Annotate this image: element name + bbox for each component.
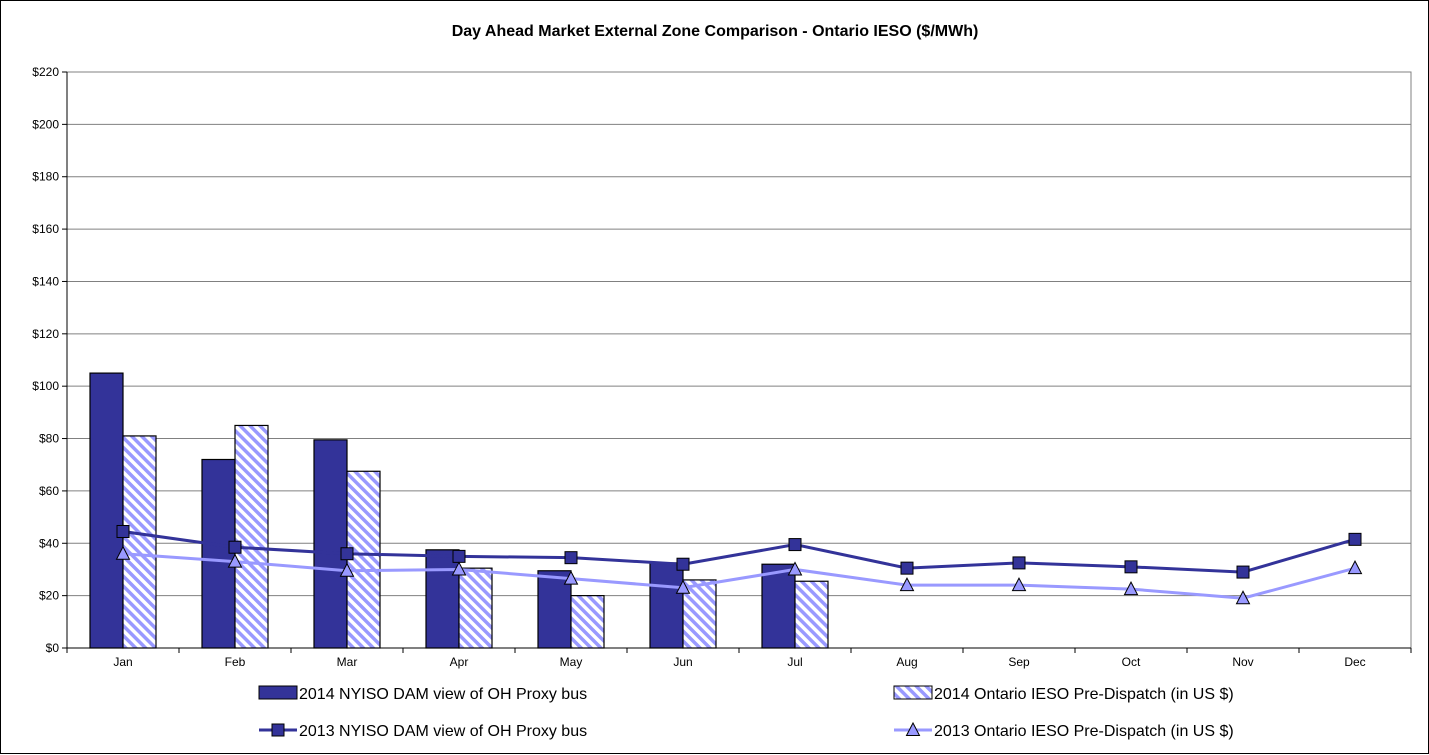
y-tick-label: $160 <box>32 222 59 236</box>
bar-2014-ieso <box>794 580 829 649</box>
y-tick-label: $40 <box>39 536 59 550</box>
line-2013-ieso <box>122 552 1356 600</box>
line-2013-nyiso-point <box>900 561 914 575</box>
bar-2014-ieso <box>122 435 157 649</box>
x-tick-label: Sep <box>1008 655 1030 669</box>
line-2013-nyiso-point <box>676 557 690 571</box>
bar-2014-ieso <box>234 424 269 649</box>
y-tick-label: $140 <box>32 274 59 288</box>
legend-entry: 2014 Ontario IESO Pre-Dispatch (in US $) <box>893 685 1234 703</box>
x-tick-label: May <box>560 655 583 669</box>
line-2013-nyiso-point <box>452 549 466 563</box>
line-2013-ieso-point <box>675 579 691 594</box>
legend-swatch <box>258 685 298 700</box>
line-2013-ieso-point <box>227 553 243 568</box>
bar-2014-ieso <box>458 567 493 649</box>
legend-marker <box>905 721 921 736</box>
y-tick-label: $80 <box>39 432 59 446</box>
line-2013-ieso-point <box>563 570 579 585</box>
x-tick-label: Nov <box>1232 655 1253 669</box>
legend-swatch <box>893 685 933 700</box>
line-2013-nyiso-point <box>340 547 354 561</box>
line-2013-ieso-point <box>451 561 467 576</box>
line-2013-nyiso-point <box>116 524 130 538</box>
x-tick-label: Jan <box>113 655 132 669</box>
chart-title: Day Ahead Market External Zone Compariso… <box>452 23 979 40</box>
bar-2014-ieso <box>570 595 605 649</box>
lines <box>115 524 1363 605</box>
legend-marker <box>271 723 285 737</box>
bar-2014-nyiso <box>649 562 684 649</box>
y-tick-label: $180 <box>32 170 59 184</box>
bar-2014-nyiso <box>761 563 796 649</box>
x-tick-label: Feb <box>225 655 246 669</box>
y-tick-label: $200 <box>32 117 59 131</box>
x-tick-label: Oct <box>1122 655 1141 669</box>
line-2013-ieso-point <box>1123 581 1139 596</box>
x-tick-label: Jul <box>787 655 802 669</box>
line-2013-ieso-point <box>1235 590 1251 605</box>
x-tick-label: Jun <box>673 655 692 669</box>
bar-2014-nyiso <box>89 372 124 649</box>
line-2013-ieso-point <box>1347 560 1363 575</box>
line-2013-nyiso-point <box>1124 560 1138 574</box>
x-tick-label: Apr <box>450 655 469 669</box>
line-2013-ieso-point <box>339 562 355 577</box>
gridlines <box>67 123 1411 597</box>
line-2013-ieso-point <box>115 545 131 560</box>
legend-entry: 2013 NYISO DAM view of OH Proxy bus <box>259 723 587 740</box>
line-2013-nyiso-point <box>228 540 242 554</box>
legend-label: 2013 Ontario IESO Pre-Dispatch (in US $) <box>934 723 1234 740</box>
x-tick-label: Dec <box>1344 655 1365 669</box>
line-2013-ieso-point <box>899 577 915 592</box>
y-tick-label: $100 <box>32 379 59 393</box>
y-tick-label: $60 <box>39 484 59 498</box>
bar-2014-nyiso <box>313 439 348 649</box>
bar-2014-nyiso <box>201 458 236 649</box>
plot-area-border <box>66 71 1412 649</box>
y-tick-label: $220 <box>32 65 59 79</box>
line-2013-nyiso-point <box>788 538 802 552</box>
line-2013-nyiso-point <box>1236 565 1250 579</box>
legend-label: 2014 NYISO DAM view of OH Proxy bus <box>299 686 587 703</box>
bars <box>89 372 829 649</box>
y-tick-label: $0 <box>46 641 60 655</box>
legend-entry: 2013 Ontario IESO Pre-Dispatch (in US $) <box>894 721 1234 740</box>
line-2013-nyiso <box>122 530 1356 574</box>
bar-2014-nyiso <box>425 549 460 649</box>
legend: 2014 NYISO DAM view of OH Proxy bus 2014 … <box>258 685 1234 740</box>
x-tick-label: Aug <box>896 655 917 669</box>
line-2013-nyiso-point <box>1012 556 1026 570</box>
axes: $0 $20 $40 $60 $80 $100 $120 $140 $160 $180 $200 $2… <box>32 65 1412 669</box>
line-2013-nyiso-point <box>1348 532 1362 546</box>
y-tick-label: $120 <box>32 327 59 341</box>
legend-label: 2014 Ontario IESO Pre-Dispatch (in US $) <box>934 686 1234 703</box>
x-tick-label: Mar <box>337 655 358 669</box>
legend-label: 2013 NYISO DAM view of OH Proxy bus <box>299 723 587 740</box>
y-tick-label: $20 <box>39 589 59 603</box>
legend-entry: 2014 NYISO DAM view of OH Proxy bus <box>258 685 587 703</box>
line-2013-nyiso-point <box>564 551 578 565</box>
line-2013-ieso-point <box>1011 577 1027 592</box>
line-2013-ieso-point <box>787 561 803 576</box>
